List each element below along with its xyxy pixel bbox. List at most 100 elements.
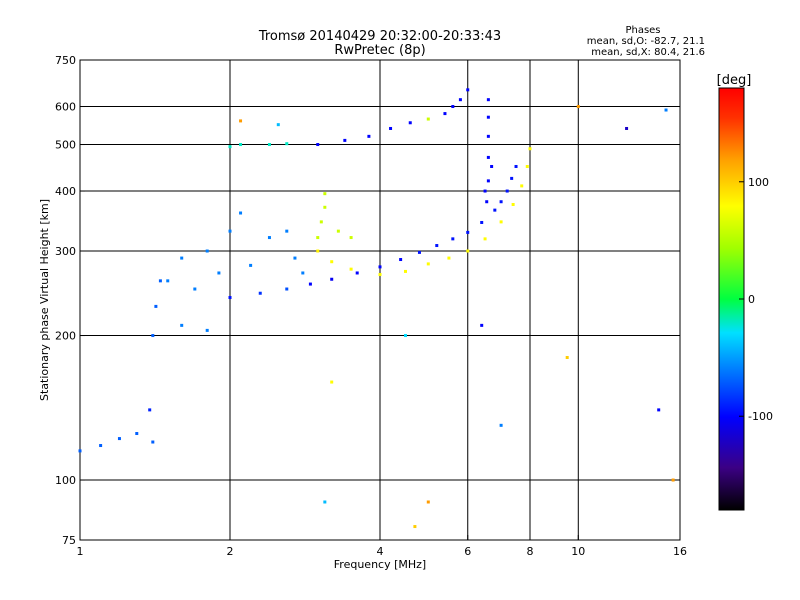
colorbar-tick-label: 100: [748, 176, 769, 189]
data-point: [514, 164, 518, 168]
data-point: [301, 271, 305, 275]
data-point: [205, 249, 209, 253]
colorbar-tick-label: -100: [748, 410, 773, 423]
data-point: [323, 500, 327, 504]
x-tick-label: 1: [77, 545, 84, 558]
data-point: [158, 279, 162, 283]
data-point: [151, 334, 155, 338]
data-point: [511, 202, 515, 206]
data-point: [525, 164, 529, 168]
data-point: [486, 155, 490, 159]
data-point: [451, 105, 455, 109]
data-point: [486, 98, 490, 102]
data-point: [458, 98, 462, 102]
data-point: [308, 282, 312, 286]
data-point: [316, 249, 320, 253]
colorbar-ticks: 100 0 -100: [739, 176, 773, 423]
phase-stats-title: Phases: [625, 25, 660, 36]
data-point: [378, 265, 382, 269]
data-point: [316, 236, 320, 240]
data-point: [276, 123, 280, 127]
data-point: [228, 145, 232, 149]
data-point: [239, 143, 243, 147]
y-tick-label: 500: [55, 139, 76, 152]
data-point: [267, 236, 271, 240]
data-point: [316, 143, 320, 147]
data-point: [485, 200, 489, 204]
data-point: [403, 269, 407, 273]
chart-title: Tromsø 20140429 20:32:00-20:33:43: [258, 29, 501, 44]
data-point: [625, 126, 629, 130]
y-tick-label: 75: [62, 534, 76, 547]
data-point: [285, 142, 289, 146]
x-tick-label: 16: [673, 545, 687, 558]
data-point: [483, 189, 487, 193]
data-point: [148, 408, 152, 412]
y-tick-label: 750: [55, 54, 76, 67]
data-point: [154, 304, 158, 308]
data-point: [520, 184, 524, 188]
data-point: [319, 220, 323, 224]
data-point: [499, 220, 503, 224]
data-point: [323, 205, 327, 209]
data-point: [490, 164, 494, 168]
data-point: [486, 179, 490, 183]
data-point: [466, 88, 470, 92]
data-point: [78, 449, 82, 453]
data-point: [323, 192, 327, 196]
data-point: [447, 256, 451, 260]
data-point: [355, 271, 359, 275]
data-point: [399, 258, 403, 262]
data-point: [239, 119, 243, 123]
y-tick-label: 300: [55, 245, 76, 258]
data-point: [664, 108, 668, 112]
data-point: [228, 296, 232, 300]
chart-subtitle: RwPretec (8p): [334, 43, 425, 58]
data-point: [451, 237, 455, 241]
data-point: [505, 189, 509, 193]
data-point: [267, 143, 271, 147]
data-point: [426, 117, 430, 121]
grid-layer: [80, 60, 680, 540]
y-tick-label: 400: [55, 185, 76, 198]
data-point: [180, 323, 184, 327]
data-point: [378, 273, 382, 277]
data-point: [486, 115, 490, 119]
data-point: [493, 208, 497, 212]
x-tick-label: 2: [227, 545, 234, 558]
x-tick-label: 10: [571, 545, 585, 558]
data-point: [285, 287, 289, 291]
data-point: [330, 380, 334, 384]
data-point: [151, 440, 155, 444]
data-point: [443, 112, 447, 116]
data-point: [483, 237, 487, 241]
data-point: [336, 229, 340, 233]
y-axis-label: Stationary phase Virtual Height [km]: [38, 199, 51, 401]
phase-stats-x: mean, sd,X: 80.4, 21.6: [591, 47, 705, 58]
colorbar-label: [deg]: [717, 73, 752, 88]
data-point: [180, 256, 184, 260]
data-point: [217, 271, 221, 275]
data-point: [486, 134, 490, 138]
data-points: [78, 88, 675, 529]
data-point: [258, 291, 262, 295]
data-point: [239, 211, 243, 215]
x-axis-label: Frequency [MHz]: [334, 558, 426, 571]
y-tick-label: 200: [55, 330, 76, 343]
data-point: [330, 260, 334, 264]
y-tick-label: 100: [55, 474, 76, 487]
data-point: [435, 244, 439, 248]
data-point: [367, 134, 371, 138]
y-tick-label: 600: [55, 101, 76, 114]
data-point: [135, 432, 139, 436]
data-point: [671, 478, 675, 482]
y-axis-ticks: 75 100 200 300 400 500 600 750: [55, 54, 85, 547]
x-tick-label: 6: [464, 545, 471, 558]
data-point: [330, 277, 334, 281]
x-tick-label: 8: [527, 545, 534, 558]
phase-stats-o: mean, sd,O: -82.7, 21.1: [587, 36, 705, 47]
colorbar-tick-label: 0: [748, 293, 755, 306]
data-point: [426, 262, 430, 266]
data-point: [466, 249, 470, 253]
